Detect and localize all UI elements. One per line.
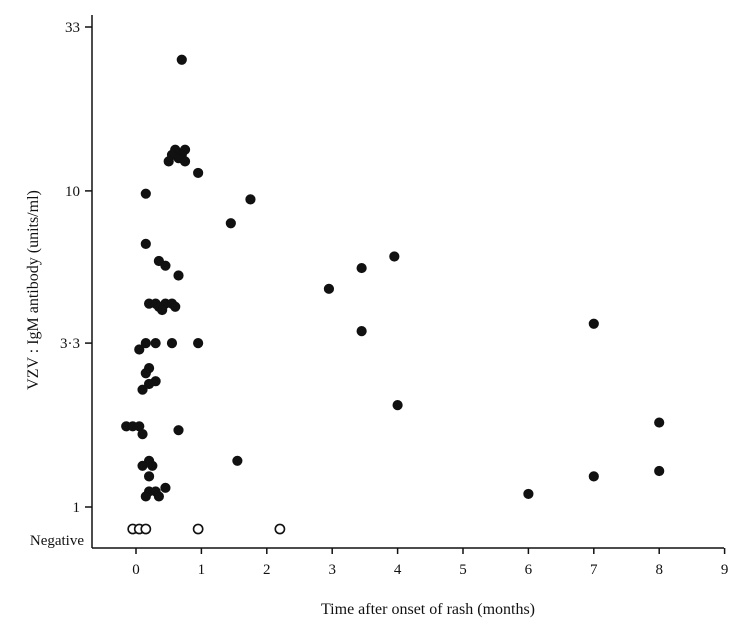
- x-tick-label: 2: [263, 562, 271, 578]
- data-point: [150, 337, 161, 349]
- y-tick-label: 10: [65, 184, 80, 200]
- x-tick-label: 3: [328, 562, 336, 578]
- data-points: [121, 54, 665, 535]
- y-ticks: 33 10 3·3 1 Negative: [30, 20, 92, 549]
- data-point: [356, 262, 367, 274]
- data-point: [523, 488, 534, 500]
- x-tick-label: 9: [721, 562, 729, 578]
- data-point: [588, 318, 599, 329]
- data-point: [134, 344, 145, 355]
- x-ticks: 01234567899–12: [132, 548, 729, 578]
- y-axis-title: VZV : IgM antibody (units/ml): [25, 190, 42, 390]
- data-point: [356, 326, 367, 337]
- data-point: [137, 460, 148, 471]
- data-point: [157, 304, 168, 316]
- data-point: [140, 368, 151, 379]
- data-point: [160, 482, 171, 493]
- data-point: [140, 491, 151, 502]
- data-point: [176, 54, 187, 65]
- data-point: [137, 384, 148, 395]
- data-point: [166, 337, 178, 349]
- x-tick-label: 6: [525, 562, 533, 578]
- x-axis-title: Time after onset of rash (months): [321, 601, 535, 618]
- data-point: [143, 471, 155, 482]
- y-tick-label: 3·3: [60, 336, 80, 352]
- data-point: [232, 455, 243, 466]
- data-point: [245, 194, 256, 205]
- x-tick-label: 0: [132, 562, 140, 578]
- y-tick-label-negative: Negative: [30, 533, 84, 549]
- x-tick-label: 7: [590, 562, 598, 578]
- negative-data-point: [140, 523, 152, 535]
- data-point: [654, 465, 665, 477]
- x-tick-label: 4: [394, 562, 402, 578]
- data-point: [225, 218, 236, 229]
- x-tick-label: 1: [198, 562, 206, 578]
- data-point: [179, 156, 191, 167]
- axes: [91, 15, 724, 549]
- data-point: [173, 425, 184, 436]
- data-point: [143, 378, 155, 390]
- x-tick-label: 8: [655, 562, 663, 578]
- data-point: [389, 251, 400, 262]
- data-point: [392, 400, 403, 411]
- data-point: [153, 491, 164, 502]
- data-point: [654, 417, 665, 428]
- negative-data-point: [192, 523, 204, 535]
- data-point: [323, 283, 335, 294]
- data-point: [193, 337, 204, 349]
- data-point: [147, 460, 158, 471]
- data-point: [588, 471, 599, 482]
- data-point: [170, 301, 181, 312]
- data-point: [173, 270, 184, 281]
- data-point: [137, 429, 148, 440]
- data-point: [163, 156, 174, 167]
- y-tick-label: 1: [73, 500, 81, 516]
- data-point: [140, 188, 151, 199]
- data-point: [193, 167, 204, 179]
- x-tick-label: 5: [459, 562, 467, 578]
- data-point: [140, 337, 151, 349]
- negative-data-point: [274, 523, 286, 535]
- data-point: [140, 238, 151, 249]
- data-point: [160, 260, 171, 271]
- y-tick-label: 33: [65, 20, 80, 36]
